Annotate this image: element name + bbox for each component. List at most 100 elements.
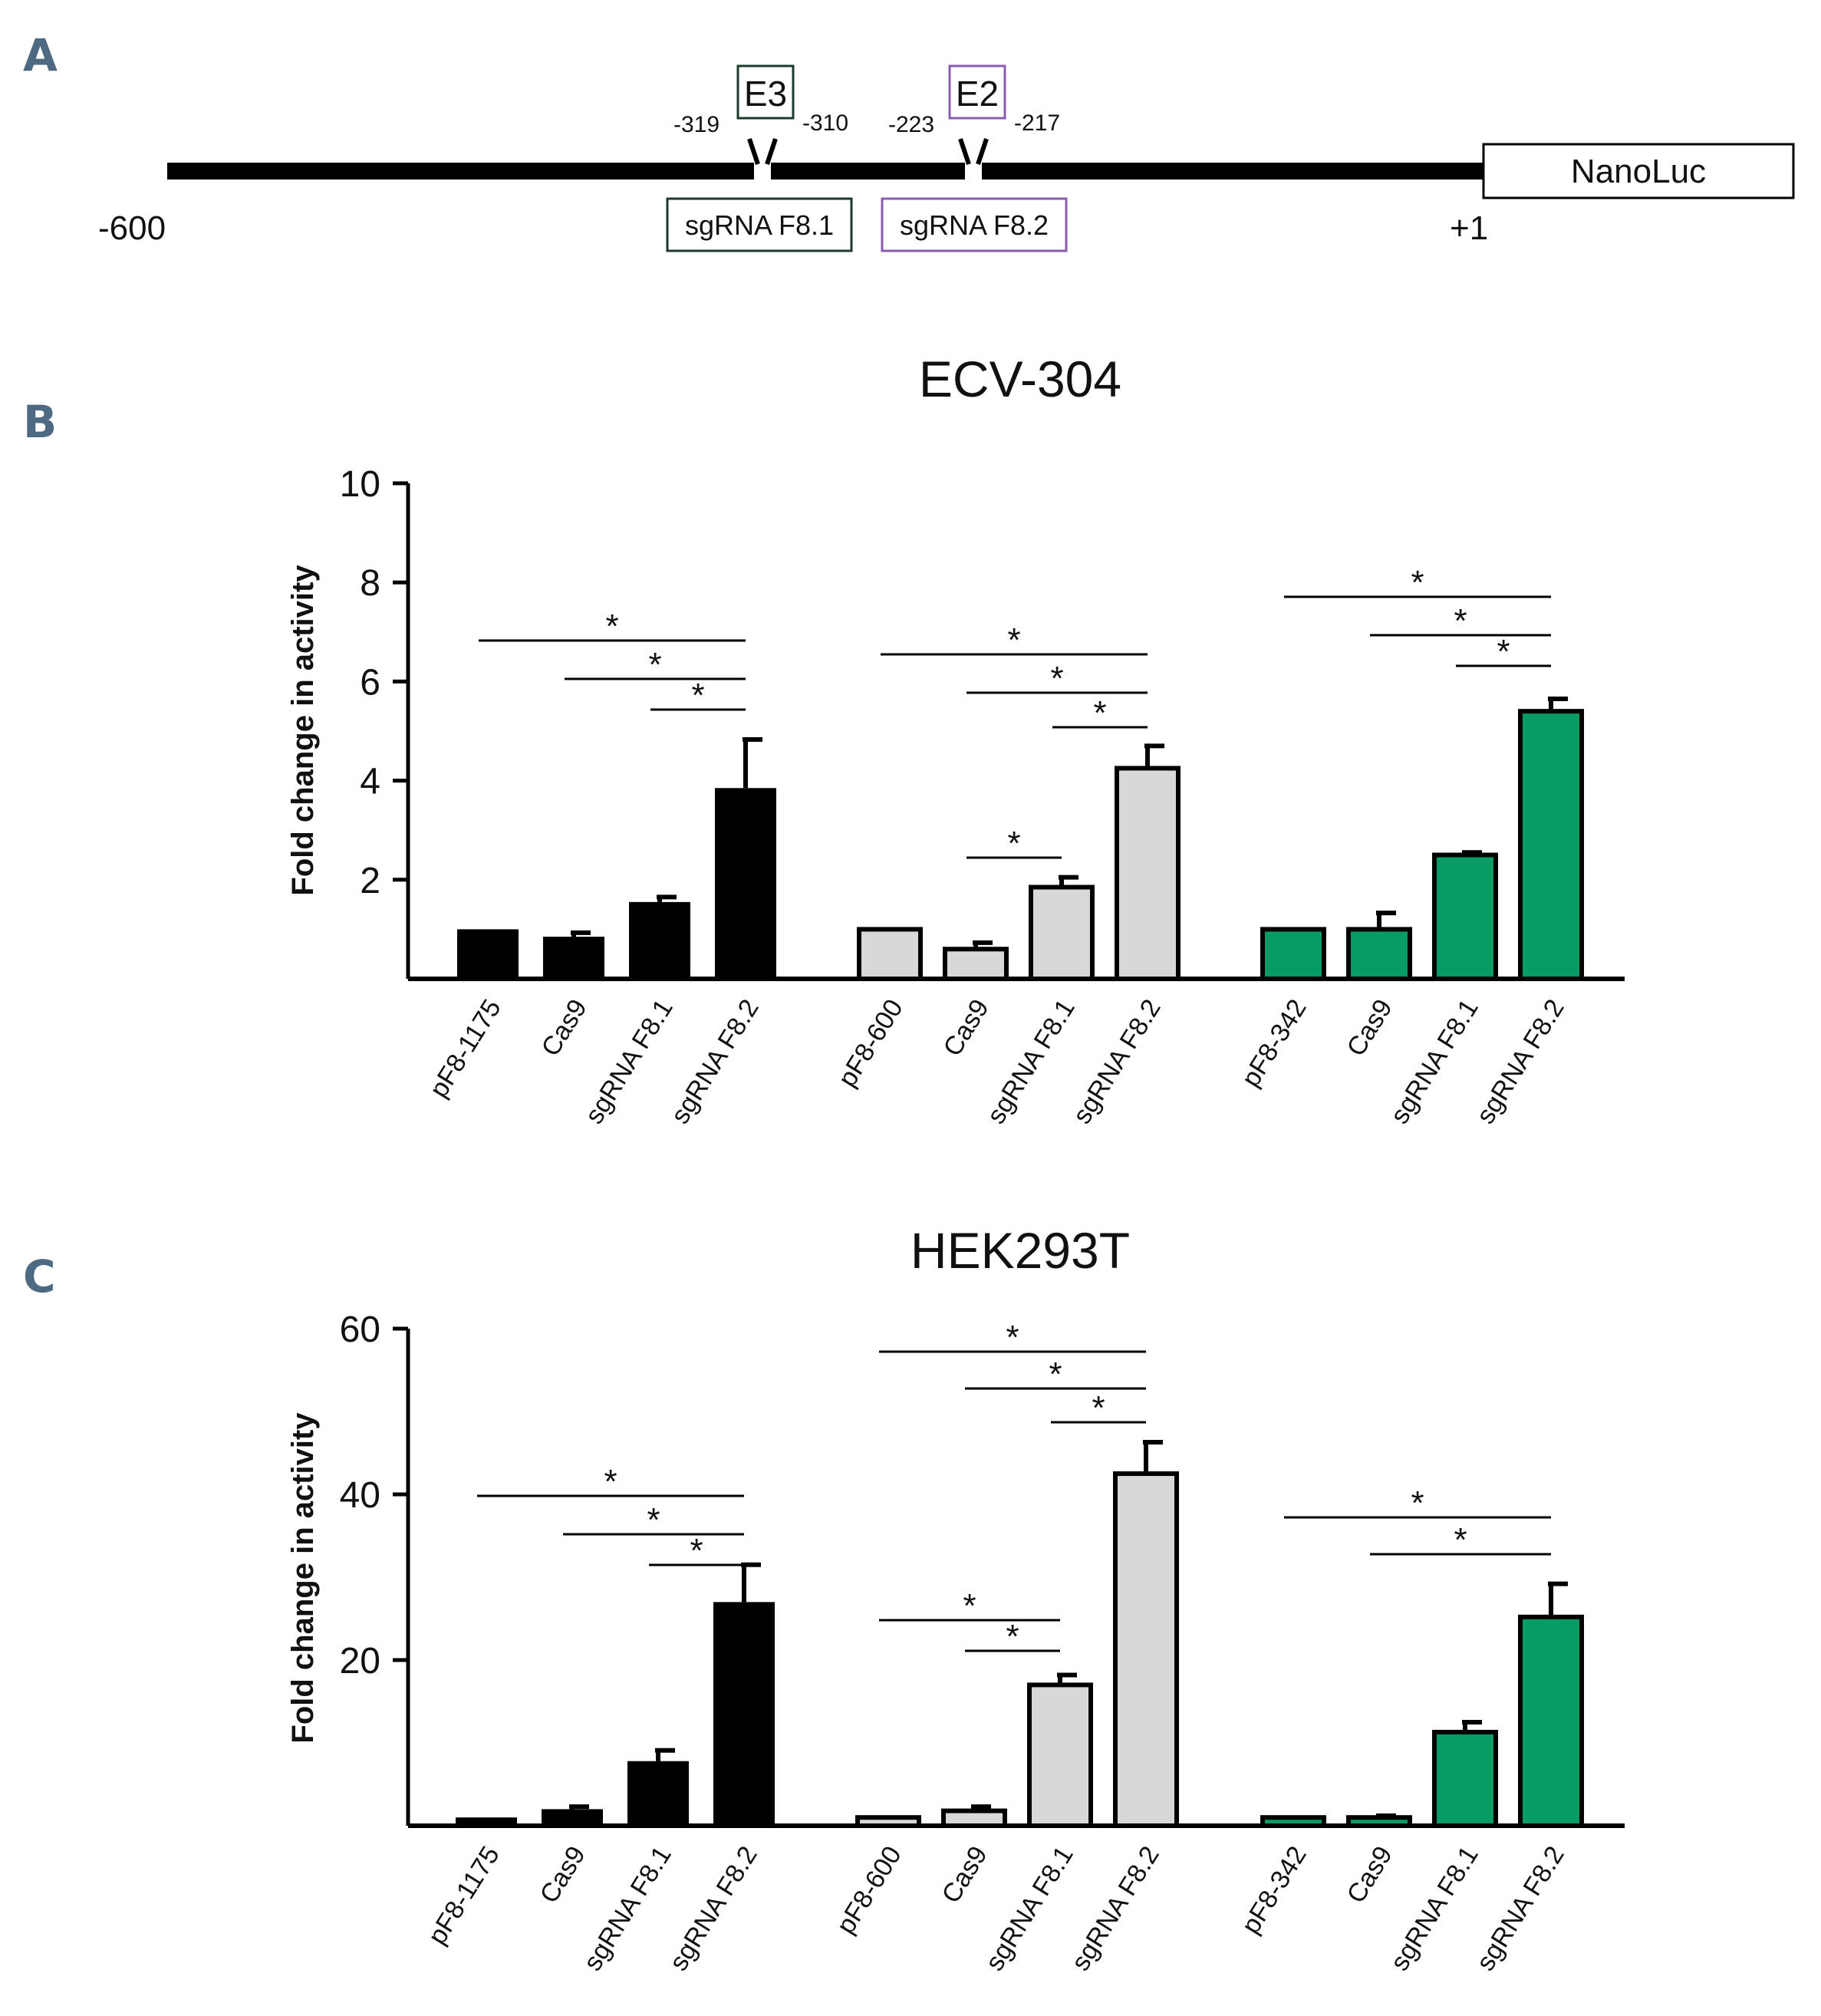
sgrna-f82-box xyxy=(881,197,1068,252)
x-tick-label: sgRNA F8.2 xyxy=(1470,994,1569,1129)
significance-star: * xyxy=(1497,633,1510,670)
significance-star: * xyxy=(1454,602,1467,640)
significance-star: * xyxy=(604,1463,617,1500)
y-tick-label: 40 xyxy=(340,1475,380,1516)
x-tick-label: Cas9 xyxy=(534,1841,591,1908)
x-tick-label: Cas9 xyxy=(535,994,592,1061)
bar xyxy=(1346,927,1412,982)
pos-minus-217: -217 xyxy=(1014,110,1060,136)
promoter-line-segment-3 xyxy=(982,163,1483,180)
bar xyxy=(857,927,923,982)
x-tick-label: sgRNA F8.1 xyxy=(1385,994,1483,1129)
chart-title: ECV-304 xyxy=(919,351,1121,407)
bar xyxy=(713,1602,775,1826)
significance-star: * xyxy=(1007,825,1020,862)
nanoluc-box xyxy=(1482,143,1795,199)
e2-site-right-tick xyxy=(976,138,989,165)
bar xyxy=(1432,1729,1498,1828)
e3-site-left-tick xyxy=(747,138,760,165)
significance-star: * xyxy=(647,1501,660,1539)
e3-label: E3 xyxy=(744,74,787,114)
significance-star: * xyxy=(605,608,618,645)
x-tick-label: sgRNA F8.2 xyxy=(665,994,764,1129)
panel-letter-b: B xyxy=(23,396,57,448)
bar xyxy=(457,929,519,979)
pos-minus-319: -319 xyxy=(673,112,720,137)
e2-box xyxy=(948,64,1006,120)
x-tick-label: sgRNA F8.2 xyxy=(1067,994,1166,1129)
bar xyxy=(1029,884,1095,981)
bar xyxy=(1432,852,1498,981)
bar xyxy=(1518,1614,1584,1829)
x-tick-label: Cas9 xyxy=(1341,1841,1398,1908)
significance-star: * xyxy=(1007,621,1020,659)
significance-star: * xyxy=(1049,1356,1062,1393)
promoter-line-segment-1 xyxy=(167,163,754,180)
y-tick-label: 4 xyxy=(360,762,380,802)
x-tick-label: sgRNA F8.1 xyxy=(578,1841,677,1976)
significance-brackets: * * * * * * * * * * xyxy=(477,1319,1551,1655)
y-tick-label: 60 xyxy=(340,1309,380,1350)
x-tick-label: sgRNA F8.2 xyxy=(664,1841,762,1976)
y-ticks: 60 40 20 xyxy=(340,1309,408,1682)
x-tick-label: sgRNA F8.1 xyxy=(981,994,1080,1129)
bar xyxy=(1113,1471,1179,1828)
e2-site-left-tick xyxy=(958,138,971,165)
bar xyxy=(1518,709,1584,981)
x-tick-label: sgRNA F8.1 xyxy=(579,994,678,1129)
bar xyxy=(1115,766,1181,981)
significance-star: * xyxy=(1006,1618,1019,1655)
e3-box xyxy=(736,64,795,120)
e3-site-right-tick xyxy=(765,138,778,165)
bar xyxy=(543,937,604,979)
pos-end: +1 xyxy=(1450,209,1488,247)
bar xyxy=(629,901,690,979)
bar xyxy=(1027,1682,1093,1828)
y-tick-label: 6 xyxy=(360,662,380,703)
bar xyxy=(542,1809,603,1826)
x-tick-label: sgRNA F8.1 xyxy=(980,1841,1078,1976)
bars xyxy=(456,1439,1584,1829)
pos-minus-223: -223 xyxy=(888,112,934,137)
x-tick-label: pF8-342 xyxy=(1236,994,1312,1092)
chart-title: HEK293T xyxy=(910,1222,1130,1279)
x-tick-label: sgRNA F8.2 xyxy=(1470,1841,1569,1976)
x-tick-label: Cas9 xyxy=(1341,994,1398,1061)
significance-star: * xyxy=(648,646,661,684)
significance-star: * xyxy=(1092,1389,1105,1427)
x-tick-label: pF8-342 xyxy=(1236,1841,1312,1939)
x-tick-label: pF8-1175 xyxy=(423,1841,505,1949)
bar xyxy=(715,788,776,979)
significance-star: * xyxy=(690,1532,703,1570)
bar xyxy=(943,947,1009,981)
promoter-line-segment-2 xyxy=(771,163,965,180)
y-axis-label: Fold change in activity xyxy=(286,565,320,896)
e2-label: E2 xyxy=(956,74,999,114)
panel-a: A E3 E2 -319 -310 -223 -217 -600 +1 Nano… xyxy=(23,29,1795,252)
y-ticks: 10 8 6 4 2 xyxy=(340,464,408,901)
y-tick-label: 20 xyxy=(340,1641,380,1682)
chart-hek293t: C HEK293T Fold change in activity 60 40 20… xyxy=(23,1222,1625,1976)
significance-brackets: * * * * * * * * * * xyxy=(479,564,1551,862)
pos-start: -600 xyxy=(98,209,166,247)
x-tick-label: sgRNA F8.2 xyxy=(1065,1841,1164,1976)
significance-star: * xyxy=(691,677,704,714)
bars xyxy=(457,697,1584,982)
significance-star: * xyxy=(1093,694,1106,732)
x-tick-label: Cas9 xyxy=(936,1841,993,1908)
panel-letter-c: C xyxy=(23,1250,56,1303)
y-tick-label: 8 xyxy=(360,563,380,604)
significance-star: * xyxy=(963,1587,976,1625)
y-tick-label: 10 xyxy=(340,464,380,505)
significance-star: * xyxy=(1006,1319,1019,1356)
pos-minus-310: -310 xyxy=(802,110,848,136)
significance-star: * xyxy=(1411,564,1424,601)
panel-letter-a: A xyxy=(23,29,58,81)
bar xyxy=(1260,927,1326,982)
chart-ecv304: B ECV-304 Fold change in activity 10 8 6 4 2… xyxy=(23,351,1625,1129)
x-tick-label: pF8-600 xyxy=(831,1841,907,1939)
x-tick-label: pF8-1175 xyxy=(424,994,507,1102)
